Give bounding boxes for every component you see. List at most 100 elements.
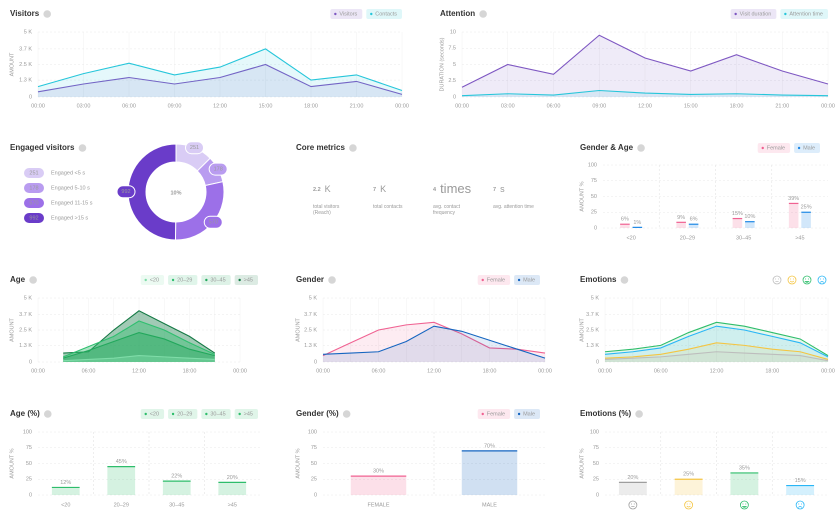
y-tick-label: 0 — [594, 225, 597, 231]
value-label: 20% — [627, 475, 638, 481]
legend-badge — [730, 9, 777, 19]
x-tick-label: 18:00 — [730, 103, 744, 109]
face-icon — [802, 275, 812, 285]
legend-label: Male — [523, 411, 535, 417]
face-mouth — [789, 280, 795, 283]
panel-title: Emotions (%) — [580, 409, 631, 418]
value-label: 70% — [484, 443, 495, 449]
legend-badge — [234, 275, 258, 285]
metric-label: total visitors (Reach) — [313, 204, 340, 216]
y-tick-label: 100 — [308, 429, 317, 435]
face-eye — [801, 503, 803, 505]
x-tick-label: 18:00 — [483, 368, 497, 374]
x-tick-label: 00:00 — [598, 368, 612, 374]
legend-badge — [24, 168, 44, 178]
face-eye — [822, 278, 824, 280]
value-label: 6% — [621, 217, 629, 223]
value-label: 25% — [801, 205, 812, 211]
legend-label: Male — [523, 277, 535, 283]
donut-segment — [174, 181, 225, 241]
y-axis-label: AMOUNT % — [579, 448, 585, 478]
metric-label-box: avg. contact frequency — [433, 204, 460, 216]
y-tick-label: 3.7 K — [586, 312, 599, 318]
y-tick-label: 100 — [588, 162, 597, 168]
y-tick-label: 7.5 — [448, 46, 456, 52]
help-icon — [29, 276, 37, 284]
x-tick-label: <20 — [61, 502, 70, 508]
segment-label: 178 — [214, 167, 223, 173]
legend-label: Female — [767, 145, 785, 151]
bar — [676, 222, 686, 228]
legend-dot — [205, 278, 208, 282]
segment-badge — [203, 215, 223, 229]
y-tick-label: 2.5 K — [304, 327, 317, 333]
legend-badge — [234, 409, 258, 419]
y-tick-label: 25 — [591, 210, 597, 216]
x-tick-label: 00:00 — [31, 103, 45, 109]
y-axis-label: AMOUNT — [9, 52, 15, 76]
panel-title: Engaged visitors — [10, 143, 75, 152]
x-tick-label: FEMALE — [367, 502, 389, 508]
face-mouth — [804, 281, 810, 283]
y-axis-label: DURATION (seconds) — [439, 37, 445, 91]
legend-badge — [140, 275, 165, 285]
x-tick-label: MALE — [482, 502, 497, 508]
metric-label-box: avg. attention time — [493, 204, 534, 210]
segment-badge — [208, 162, 228, 176]
help-icon — [328, 276, 336, 284]
legend-label: 20–29 — [177, 411, 192, 417]
legend-dot — [171, 278, 175, 282]
x-tick-label: 06:00 — [122, 103, 136, 109]
x-tick-label: 12:00 — [213, 103, 227, 109]
help-icon — [635, 410, 643, 418]
legend-label: 30–45 — [210, 277, 225, 283]
face-eye — [777, 278, 779, 280]
legend-dot — [370, 12, 373, 16]
segment-label: 992 — [121, 189, 130, 195]
y-tick-label: 2.5 K — [586, 327, 599, 333]
x-tick-label: 15:00 — [259, 103, 273, 109]
legend-label: Female — [487, 411, 505, 417]
series-line — [63, 331, 215, 359]
help-icon — [637, 144, 645, 152]
y-tick-label: 5 K — [591, 295, 600, 301]
bar — [801, 212, 811, 228]
metric-value: 4 times — [433, 181, 472, 196]
face-eye — [742, 503, 744, 505]
face-icon — [795, 500, 805, 510]
x-tick-label: 06:00 — [82, 368, 96, 374]
face-mouth — [819, 281, 825, 283]
help-icon — [620, 276, 629, 284]
series-line — [604, 325, 829, 358]
series-line — [63, 355, 215, 362]
x-tick-label: >45 — [228, 502, 237, 508]
x-tick-label: 30–45 — [736, 235, 751, 241]
legend-badge — [757, 143, 791, 153]
series-line — [604, 321, 829, 357]
y-tick-label: 0 — [29, 359, 32, 365]
x-tick-label: 03:00 — [501, 103, 515, 109]
y-tick-label: 25 — [593, 477, 599, 483]
x-tick-label: 18:00 — [765, 368, 779, 374]
legend-label: Contacts — [375, 11, 397, 17]
y-tick-label: 0 — [453, 94, 456, 100]
y-tick-label: 5 — [453, 62, 456, 68]
legend-badge — [477, 409, 511, 419]
y-tick-label: 3.7 K — [19, 312, 32, 318]
face-icon — [739, 500, 749, 510]
series-line — [604, 351, 829, 362]
face-eye — [745, 503, 747, 505]
help-icon — [78, 144, 87, 152]
help-icon — [342, 410, 351, 418]
y-tick-label: 2.5 K — [19, 327, 32, 333]
segment-label: 251 — [190, 145, 199, 151]
x-tick-label: 06:00 — [547, 103, 561, 109]
face-eye — [790, 278, 792, 280]
face-eye — [792, 278, 794, 280]
legend-badge — [140, 409, 165, 419]
y-tick-label: 0 — [596, 492, 599, 498]
x-tick-label: 12:00 — [710, 368, 724, 374]
legend-dot — [481, 278, 484, 282]
y-tick-label: 1.3 K — [304, 343, 317, 349]
y-tick-label: 50 — [311, 461, 317, 467]
